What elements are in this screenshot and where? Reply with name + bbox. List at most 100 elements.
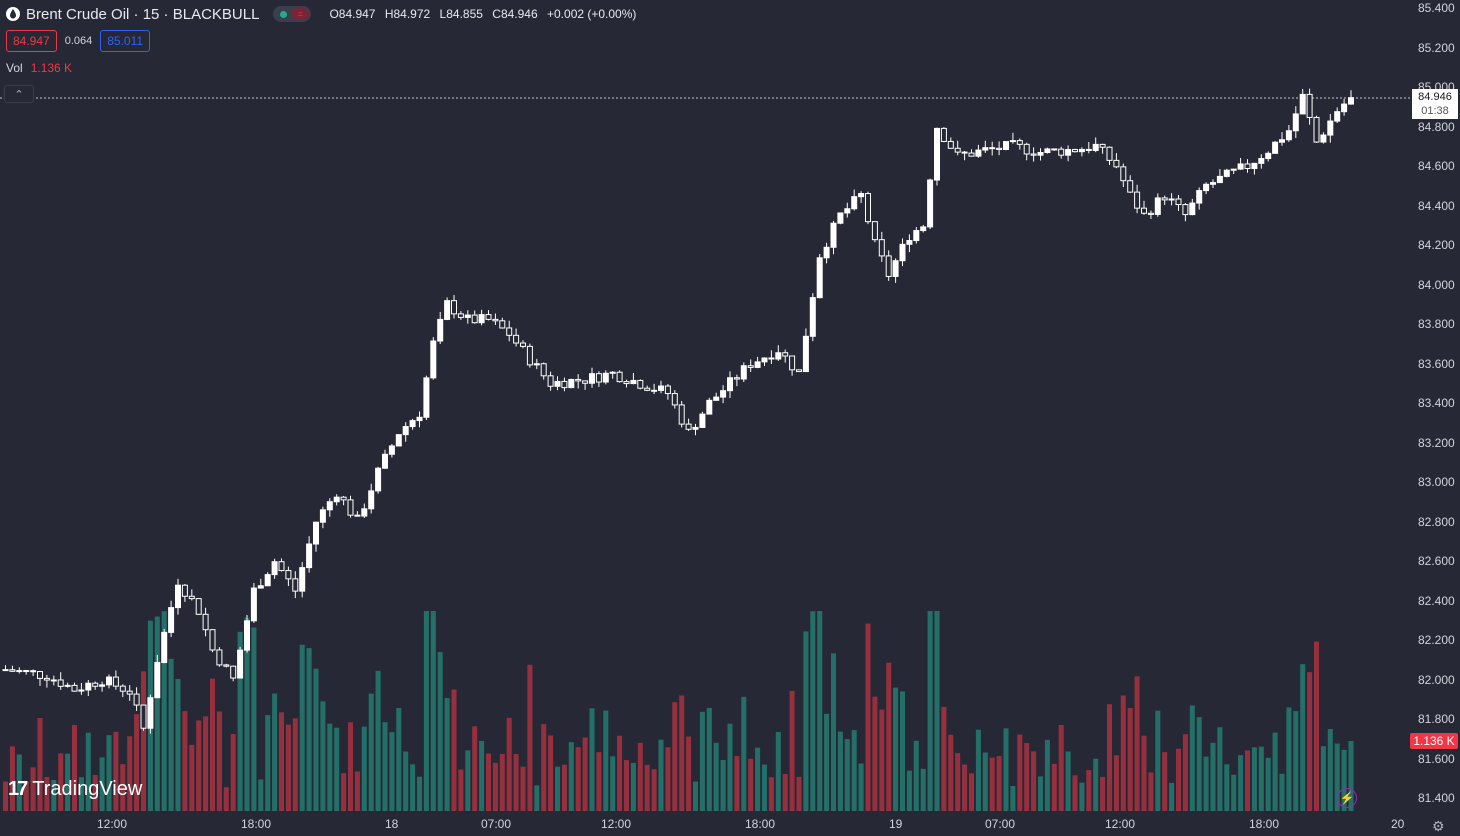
low-value: L84.855 [439, 7, 483, 21]
volume-bar [948, 734, 954, 811]
candle-body [658, 385, 664, 391]
candle-body [1099, 143, 1106, 148]
candle-body [354, 514, 361, 517]
candle-body [547, 375, 554, 387]
candle-body [1313, 116, 1320, 143]
volume-bar [182, 711, 188, 811]
candle-body [1106, 146, 1113, 161]
volume-bar [320, 701, 326, 811]
volume-bar [603, 710, 609, 811]
volume-bar [9, 746, 15, 811]
candlestick-series [2, 88, 1354, 734]
candle-body [250, 587, 257, 622]
volume-bar [492, 762, 498, 811]
collapse-legend-button[interactable]: ⌃ [4, 85, 34, 103]
tradingview-logo[interactable]: 17 TradingView [8, 778, 142, 801]
volume-bar [548, 735, 554, 811]
volume-bar [1182, 734, 1188, 811]
volume-bar [499, 753, 505, 811]
candle-body [699, 413, 706, 428]
candle-body [533, 363, 540, 366]
price-axis-label: 82.800 [1418, 514, 1455, 529]
volume-bar [348, 722, 353, 811]
volume-bar [555, 766, 560, 811]
market-status-toggle[interactable]: = [273, 6, 312, 22]
price-axis-label: 84.600 [1418, 159, 1455, 173]
volume-bar [693, 781, 698, 811]
candle-body [244, 620, 250, 651]
candle-body [1216, 175, 1223, 184]
candle-body [168, 607, 175, 633]
candle-body [720, 390, 727, 398]
volume-bar [1238, 755, 1244, 811]
volume-bar [1217, 727, 1223, 811]
buy-price-button[interactable]: 85.011 [100, 30, 151, 52]
bid-ask-row: 84.947 0.064 85.011 [6, 30, 151, 52]
candle-body [692, 426, 699, 430]
symbol-title[interactable]: Brent Crude Oil · 15 · BLACKBULL [26, 5, 260, 23]
candle-body [147, 697, 154, 729]
volume-bar [969, 773, 974, 811]
candle-body [1306, 93, 1313, 118]
volume-bar [375, 670, 381, 811]
volume-bar [244, 617, 250, 811]
candle-body [416, 416, 423, 422]
price-axis-label: 83.800 [1418, 317, 1455, 331]
candle-body [1113, 159, 1120, 168]
volume-bar [382, 722, 388, 811]
volume-bar [417, 776, 422, 811]
candle-body [230, 665, 237, 679]
price-axis-label: 83.400 [1418, 396, 1455, 410]
candle-body [1341, 103, 1348, 113]
drop-icon [6, 7, 20, 21]
last-price-value: 84.946 [1418, 91, 1452, 103]
candle-body [540, 363, 547, 377]
volume-bar [65, 753, 71, 811]
candle-body [292, 578, 299, 592]
candle-body [989, 147, 996, 150]
candle-body [319, 509, 326, 523]
high-value: H84.972 [384, 7, 431, 21]
candle-body [133, 693, 140, 706]
volume-label[interactable]: Vol [6, 61, 23, 75]
lightning-icon[interactable]: ⚡ [1337, 788, 1357, 808]
volume-bar [1251, 747, 1257, 811]
candle-body [844, 208, 851, 214]
volume-bar [327, 723, 333, 811]
candle-body [1016, 140, 1023, 145]
tv-logo-icon: 17 [8, 778, 28, 800]
candle-body [1196, 190, 1203, 204]
volume-bar [1093, 758, 1099, 811]
symbol-legend: Brent Crude Oil · 15 · BLACKBULL = O84.9… [6, 4, 642, 24]
volume-bar [30, 767, 36, 811]
candle-body [1009, 140, 1016, 143]
volume-bar [1176, 748, 1181, 811]
candle-body [1272, 141, 1279, 154]
volume-bar [58, 753, 64, 811]
volume-bar [1307, 672, 1313, 811]
candle-body [382, 453, 388, 469]
candle-body [796, 369, 802, 373]
volume-bar [203, 716, 209, 811]
candle-body [1085, 148, 1092, 151]
volume-bar [389, 732, 395, 811]
candle-body [181, 584, 188, 597]
candle-body [368, 490, 375, 510]
sell-price-button[interactable]: 84.947 [6, 30, 57, 52]
candle-body [664, 385, 671, 395]
candle-body [851, 196, 858, 210]
candle-body [299, 567, 306, 592]
volume-bar [1286, 707, 1292, 811]
gear-icon[interactable]: ⚙ [1432, 818, 1445, 834]
candle-body [575, 378, 582, 382]
candle-body [871, 221, 878, 241]
volume-bar [803, 631, 809, 811]
candle-body [1161, 197, 1168, 201]
logo-text: TradingView [32, 778, 143, 800]
candle-body [306, 543, 313, 569]
volume-bar [1224, 764, 1230, 811]
volume-bar [1155, 710, 1161, 811]
candle-body [671, 393, 678, 406]
volume-bar [92, 774, 98, 811]
